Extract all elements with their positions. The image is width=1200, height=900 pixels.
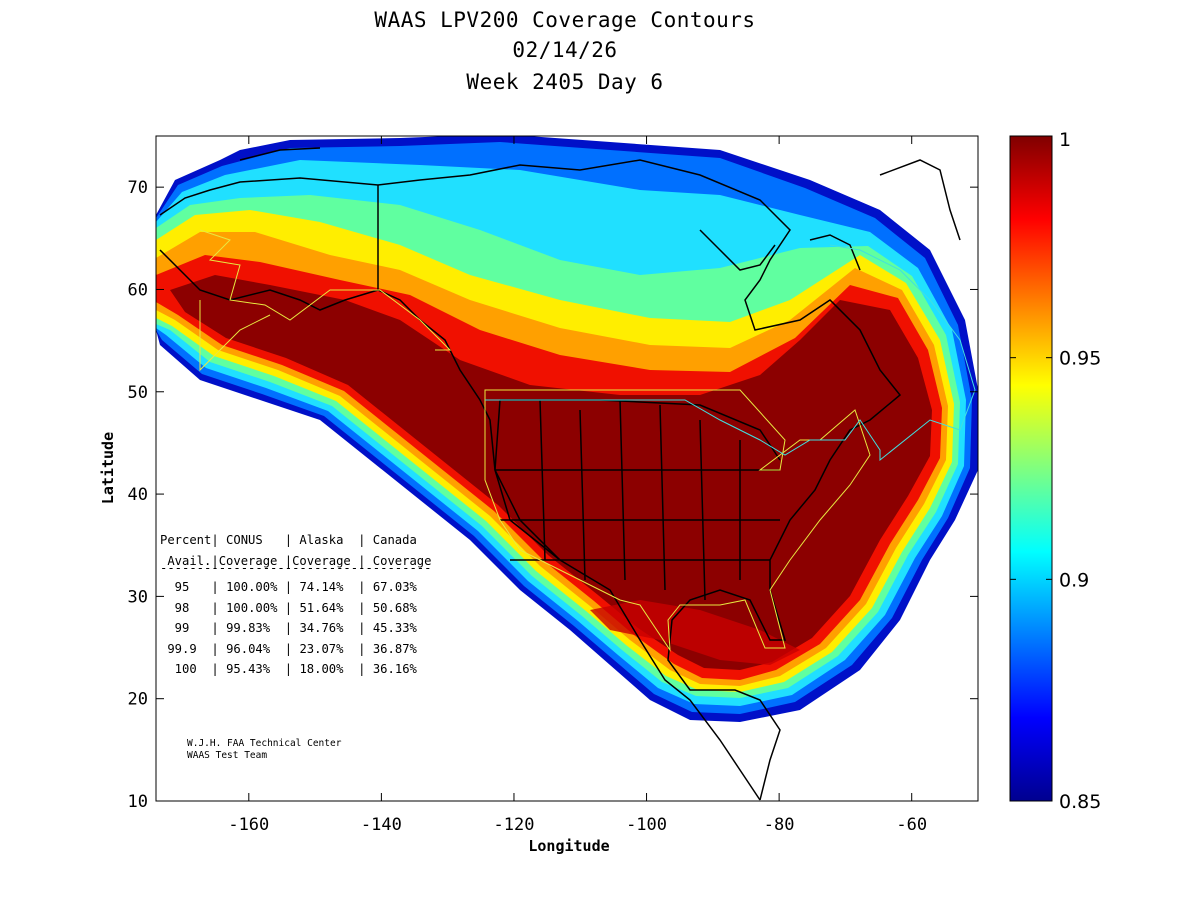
cell-alaska: 34.76% [299,621,351,635]
y-tick-label: 20 [128,690,148,710]
table-rows: 95 | 100.00% | 74.14% | 67.03% 98 | 100.… [160,577,432,680]
y-tick-label: 30 [128,587,148,607]
y-tick-label: 50 [128,383,148,403]
cell-conus: 95.43% [226,662,285,676]
x-tick-label: -140 [361,815,402,835]
x-tick-label: -100 [626,815,667,835]
x-tick-label: -60 [896,815,927,835]
cell-avail: 98 [160,600,212,615]
table-row: 99.9 | 96.04% | 23.07% | 36.87% [160,641,417,656]
y-tick-label: 10 [128,792,148,812]
plot-frame [155,135,979,802]
x-tick-label: -120 [493,815,534,835]
table-row: 95 | 100.00% | 74.14% | 67.03% [160,580,417,594]
cell-canada: 45.33% [372,621,417,635]
coverage-table: Percent| CONUS | Alaska | Canada Avail.|… [160,530,432,680]
coastlines [159,147,961,801]
cell-canada: 50.68% [372,600,417,615]
credit-line-2: WAAS Test Team [187,750,268,761]
y-tick-label: 60 [128,280,148,300]
table-separator: ------------------------------------- [160,561,432,575]
cell-alaska: 74.14% [299,580,351,594]
y-tick-label: 40 [128,485,148,505]
chart-title: WAAS LPV200 Coverage Contours [374,8,756,32]
table-header-2: Avail.|Coverage |Coverage | Coverage [160,553,432,568]
x-tick-label: -80 [764,815,795,835]
table-header-1: Percent| CONUS | Alaska | Canada [160,533,417,547]
cell-avail: 99 [160,621,212,635]
cell-avail: 95 [160,580,212,594]
colorbar-ticks: 1 0.95 0.9 0.85 [1010,129,1101,813]
table-row: 98 | 100.00% | 51.64% | 50.68% [160,600,417,615]
y-tick-label: 70 [128,178,148,198]
colorbar-tick-label: 0.9 [1059,569,1089,591]
x-tick-label: -160 [228,815,269,835]
cell-conus: 100.00% [226,600,285,615]
cell-conus: 99.83% [226,621,285,635]
credit-line-1: W.J.H. FAA Technical Center [187,738,342,749]
colorbar-tick-label: 0.95 [1059,348,1101,370]
y-axis-label: Latitude [99,432,117,504]
table-row: 99 | 99.83% | 34.76% | 45.33% [160,621,417,635]
cell-avail: 99.9 [160,641,212,656]
table-row: 100 | 95.43% | 18.00% | 36.16% [160,662,417,676]
cell-alaska: 23.07% [299,641,351,656]
colorbar-tick-label: 1 [1059,129,1071,151]
cell-conus: 100.00% [226,580,285,594]
colorbar [1009,135,1053,802]
cell-conus: 96.04% [226,641,285,656]
chart-date: 02/14/26 [512,38,618,62]
x-axis-label: Longitude [528,837,609,855]
colorbar-tick-label: 0.85 [1059,791,1101,813]
cell-avail: 100 [160,662,212,676]
y-axis-ticks: 10 20 30 40 50 60 70 [128,178,978,812]
service-volume-boundaries [199,229,976,652]
chart-week-day: Week 2405 Day 6 [466,70,664,94]
cell-canada: 67.03% [372,580,417,594]
cell-canada: 36.16% [372,662,417,676]
x-axis-ticks: -160 -140 -120 -100 -80 -60 [228,136,927,835]
coverage-contours [156,136,978,722]
cell-alaska: 51.64% [299,600,351,615]
credit-text: W.J.H. FAA Technical Center WAAS Test Tea… [187,738,341,762]
cell-canada: 36.87% [372,641,417,656]
cell-alaska: 18.00% [299,662,351,676]
